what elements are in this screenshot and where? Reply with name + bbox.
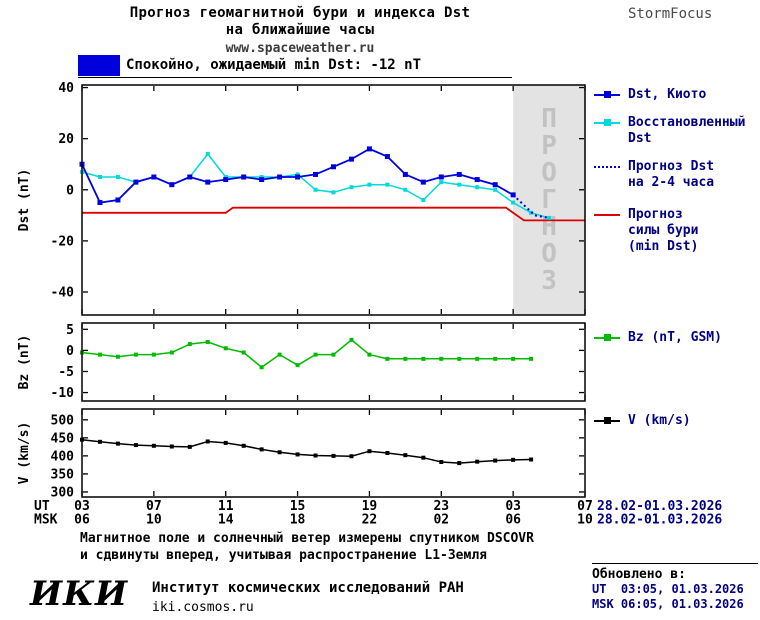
v-panel: 500 450 400 350 300 V (km/s) bbox=[17, 408, 586, 500]
footnote-line1: Магнитное поле и солнечный ветер измерен… bbox=[80, 531, 534, 546]
v-panel-ylabel: V (km/s) bbox=[17, 422, 32, 485]
updated-box: Обновлено в: UT 03:05, 01.03.2026 MSK 06… bbox=[592, 563, 758, 612]
svg-text:06: 06 bbox=[505, 513, 521, 528]
svg-text:23: 23 bbox=[433, 499, 449, 514]
dst-panel: П Р О Г Н О З 40 20 0 -20 -40 Dst (nT) bbox=[17, 81, 586, 316]
bz-panel: 5 0 -5 -10 Bz (nT) bbox=[17, 322, 586, 402]
svg-text:-40: -40 bbox=[51, 286, 75, 301]
svg-text:400: 400 bbox=[51, 449, 75, 464]
status-banner: Спокойно, ожидаемый min Dst: -12 nT bbox=[78, 53, 512, 78]
msk-row-date: 28.02-01.03.2026 bbox=[597, 513, 722, 528]
legend-item-bz: Bz (nT, GSM) bbox=[594, 330, 760, 346]
svg-text:07: 07 bbox=[577, 499, 593, 514]
storm-forecast-line-icon bbox=[594, 210, 620, 220]
ut-row-label: UT bbox=[34, 499, 50, 514]
svg-text:14: 14 bbox=[218, 513, 234, 528]
dst-recovered-line-icon bbox=[594, 118, 620, 128]
bz-line-icon bbox=[594, 333, 620, 343]
svg-text:22: 22 bbox=[362, 513, 378, 528]
svg-text:-10: -10 bbox=[51, 386, 75, 401]
svg-text:15: 15 bbox=[290, 499, 306, 514]
msk-row-label: MSK bbox=[34, 513, 58, 528]
legend-label-dst-recovered: Восстановленный Dst bbox=[628, 115, 746, 146]
legend-item-dst-forecast: Прогноз Dst на 2-4 часа bbox=[594, 159, 760, 191]
header: Прогноз геомагнитной бури и индекса Dst … bbox=[40, 5, 560, 56]
legend-item-dst-kyoto: Dst, Киото bbox=[594, 87, 760, 103]
svg-text:450: 450 bbox=[51, 431, 75, 446]
series-storm-forecast bbox=[82, 206, 585, 222]
svg-text:5: 5 bbox=[66, 323, 74, 338]
svg-text:20: 20 bbox=[58, 132, 74, 147]
series-dst-kyoto bbox=[79, 146, 516, 206]
page-title-line1: Прогноз геомагнитной бури и индекса Dst bbox=[129, 5, 471, 21]
legend-item-v: V (km/s) bbox=[594, 413, 760, 429]
legend-label-dst-forecast: Прогноз Dst на 2-4 часа bbox=[628, 159, 715, 190]
svg-text:03: 03 bbox=[505, 499, 521, 514]
dst-kyoto-line-icon bbox=[594, 90, 620, 100]
dst-forecast-dotted-line-icon bbox=[594, 162, 620, 172]
v-line-icon bbox=[594, 416, 620, 426]
series-v bbox=[80, 437, 534, 466]
svg-text:10: 10 bbox=[577, 513, 593, 528]
x-axis-labels: UT 03 07 11 15 19 23 03 07 28.02-01.03.2026 MSK 06 1… bbox=[34, 499, 722, 528]
dst-panel-ylabel: Dst (nT) bbox=[17, 169, 32, 232]
spaceweather-link[interactable]: www.spaceweather.ru bbox=[225, 41, 375, 56]
iki-site-link[interactable]: iki.cosmos.ru bbox=[152, 600, 254, 615]
svg-text:07: 07 bbox=[146, 499, 162, 514]
svg-text:0: 0 bbox=[66, 183, 74, 198]
updated-label: Обновлено в: bbox=[592, 567, 686, 582]
series-dst-recovered bbox=[80, 152, 552, 220]
iki-logo: ИКИ bbox=[30, 574, 129, 614]
svg-text:02: 02 bbox=[433, 513, 449, 528]
svg-text:350: 350 bbox=[51, 467, 75, 482]
svg-text:10: 10 bbox=[146, 513, 162, 528]
legend-item-dst-recovered: Восстановленный Dst bbox=[594, 115, 760, 147]
ut-row-date: 28.02-01.03.2026 bbox=[597, 499, 722, 514]
series-bz bbox=[80, 337, 534, 370]
svg-text:19: 19 bbox=[362, 499, 378, 514]
legend-label-dst-kyoto: Dst, Киото bbox=[628, 87, 707, 102]
legend-label-bz: Bz (nT, GSM) bbox=[628, 330, 722, 345]
quiet-level-swatch-icon bbox=[78, 54, 120, 76]
svg-text:300: 300 bbox=[51, 485, 75, 500]
svg-text:40: 40 bbox=[58, 81, 74, 96]
footnote-line2: и сдвинуты вперед, учитывая распростране… bbox=[80, 548, 487, 563]
bz-panel-ylabel: Bz (nT) bbox=[17, 335, 32, 390]
brand-label: StormFocus bbox=[628, 6, 713, 22]
legend-label-storm-forecast: Прогноз силы бури (min Dst) bbox=[628, 207, 699, 254]
svg-text:18: 18 bbox=[290, 513, 306, 528]
svg-text:500: 500 bbox=[51, 413, 75, 428]
svg-text:11: 11 bbox=[218, 499, 234, 514]
svg-text:06: 06 bbox=[74, 513, 90, 528]
institute-name: Институт космических исследований РАН bbox=[152, 580, 464, 596]
forecast-region bbox=[513, 85, 585, 315]
svg-text:0: 0 bbox=[66, 344, 74, 359]
status-banner-label: Спокойно, ожидаемый min Dst: -12 nT bbox=[126, 57, 422, 73]
legend-label-v: V (km/s) bbox=[628, 413, 691, 428]
svg-text:03: 03 bbox=[74, 499, 90, 514]
page-title-line2: на ближайшие часы bbox=[225, 22, 375, 38]
legend-item-storm-forecast: Прогноз силы бури (min Dst) bbox=[594, 207, 760, 255]
updated-msk: MSK 06:05, 01.03.2026 bbox=[592, 597, 744, 611]
svg-text:-5: -5 bbox=[58, 365, 74, 380]
updated-ut: UT 03:05, 01.03.2026 bbox=[592, 582, 744, 596]
svg-text:-20: -20 bbox=[51, 234, 75, 249]
